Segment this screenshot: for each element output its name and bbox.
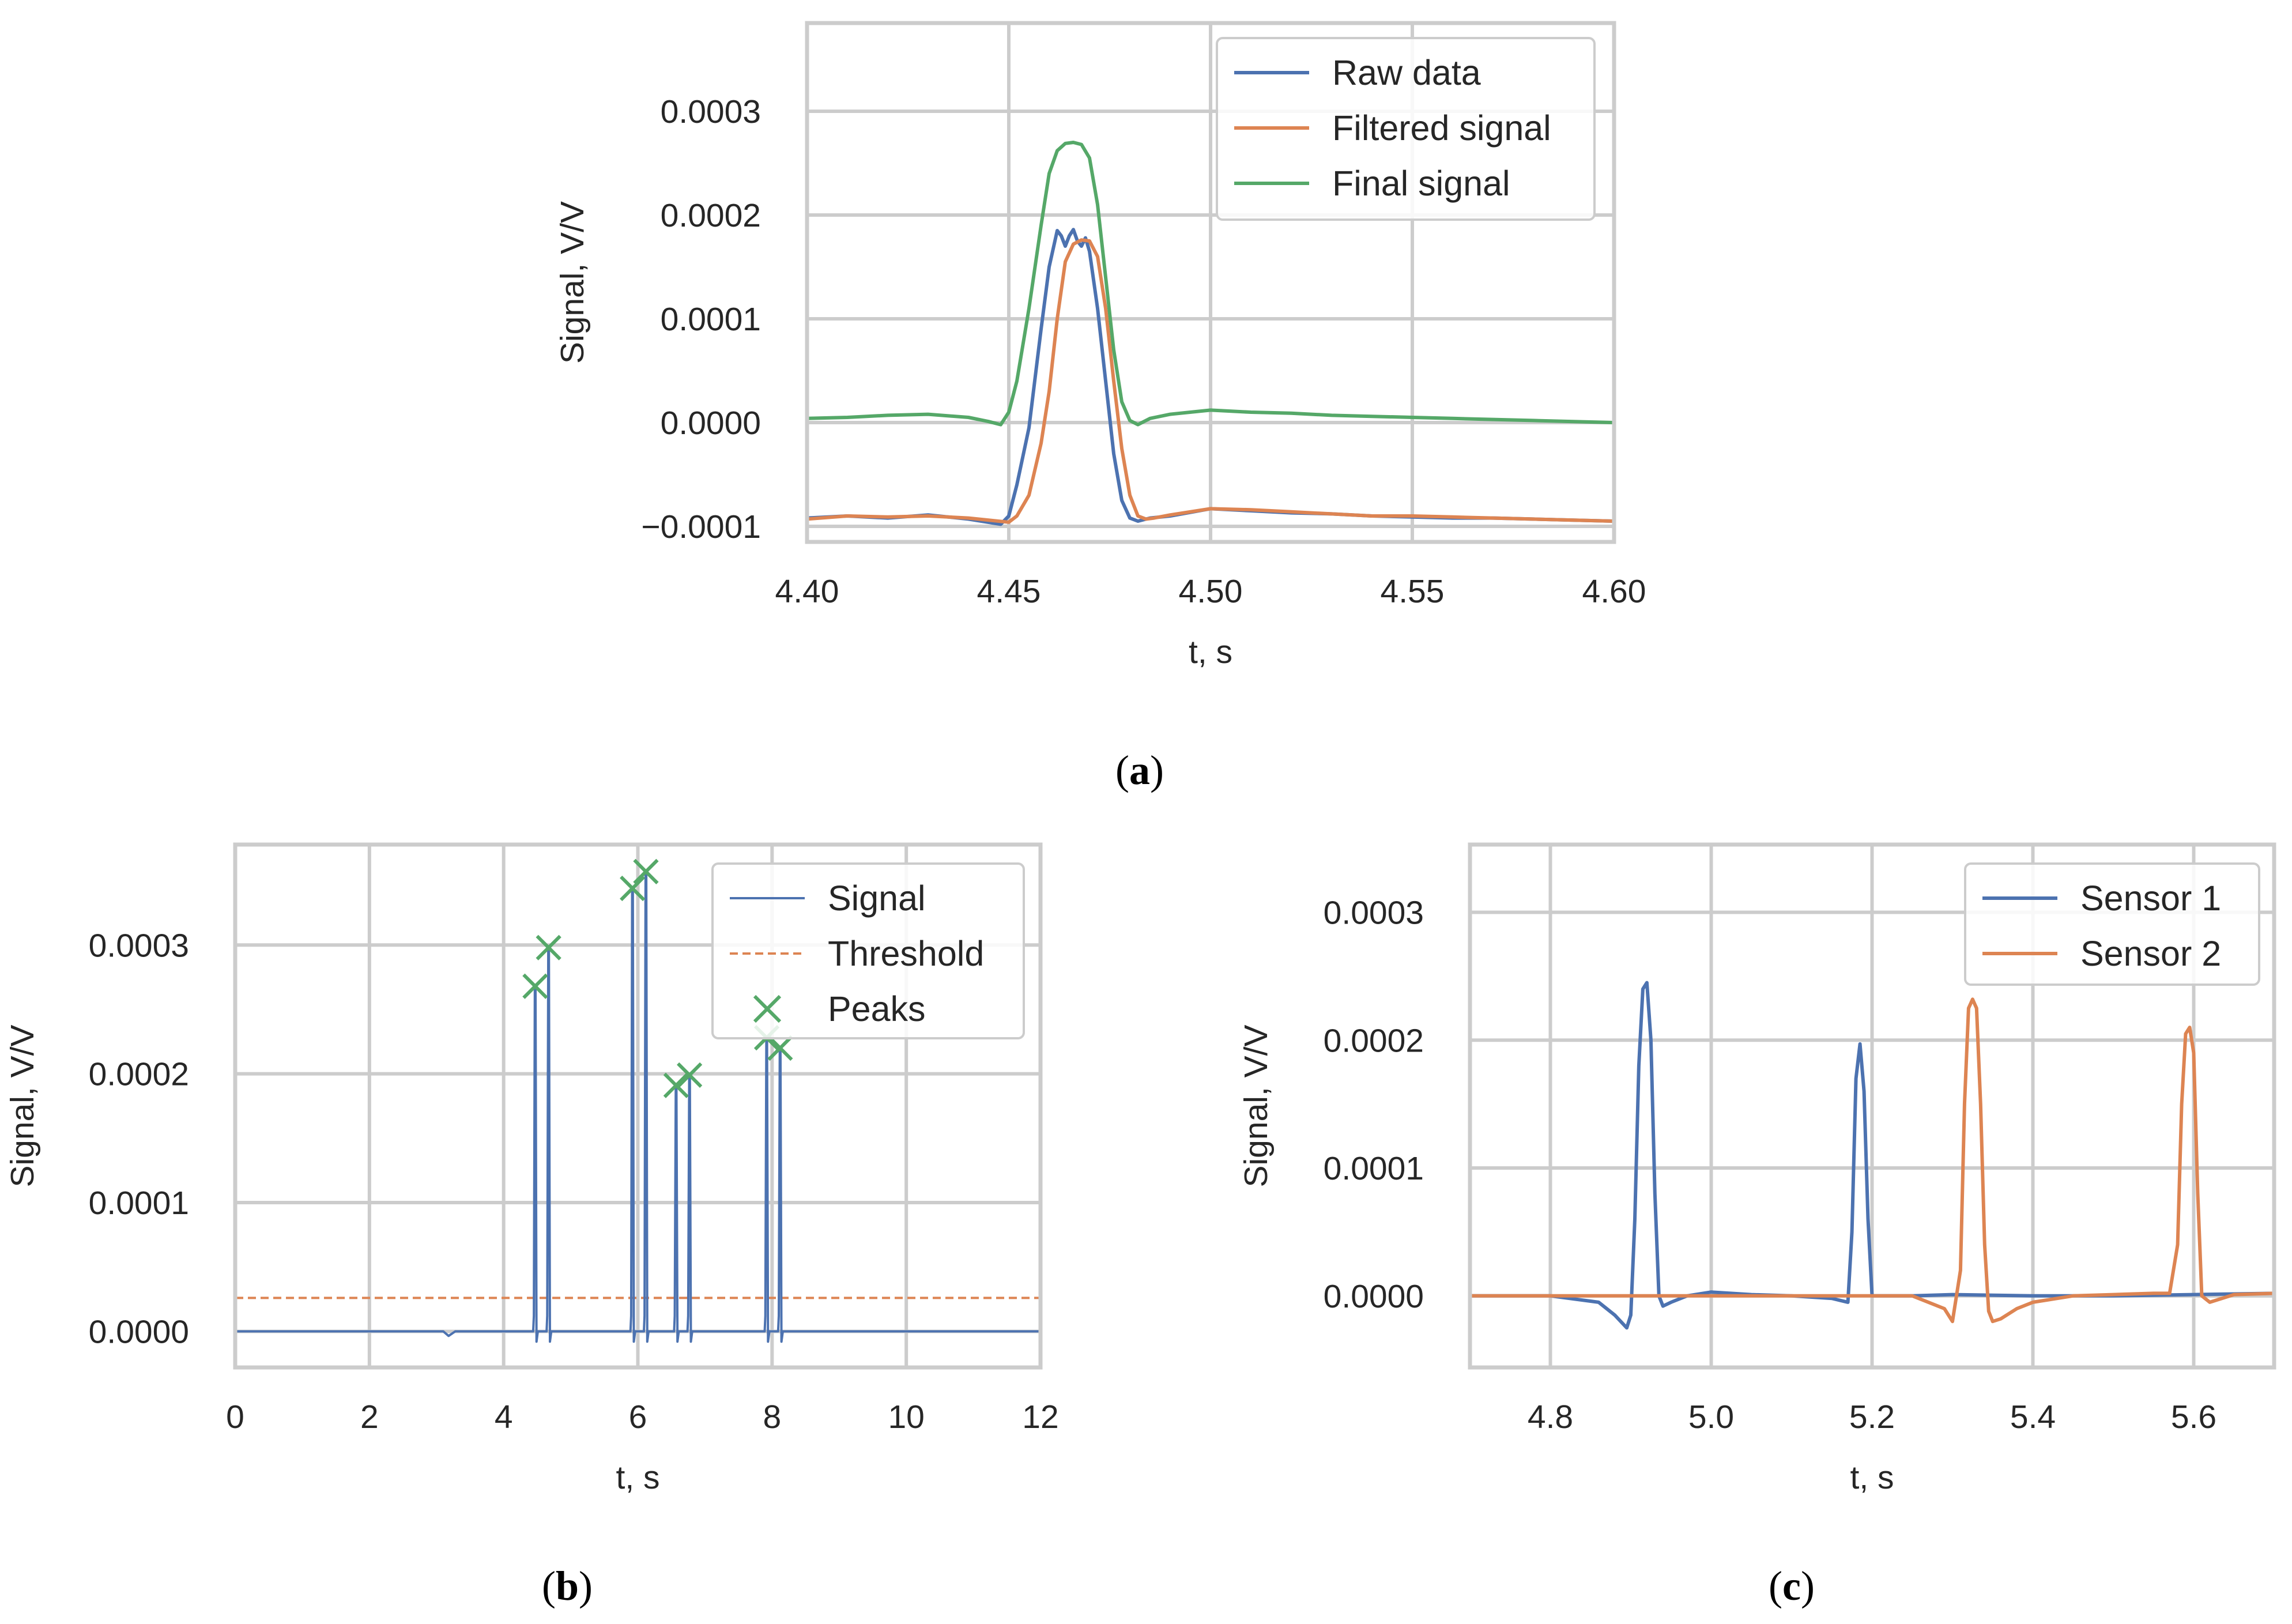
x-tick-label: 12 — [1022, 1399, 1058, 1435]
y-tick-label: 0.0002 — [1324, 1022, 1424, 1059]
x-tick-label: 5.6 — [2171, 1399, 2216, 1435]
chart-a: 4.40 4.45 4.50 4.55 4.60 −0.0001 0.0000 0.0001 0… — [554, 21, 1646, 793]
panel-caption: (c) — [1769, 1563, 1815, 1609]
x-tick-label: 5.4 — [2010, 1399, 2056, 1435]
x-tick-label: 4.50 — [1179, 573, 1243, 610]
x-tick-label: 4.8 — [1528, 1399, 1573, 1435]
chart-c: 4.8 5.0 5.2 5.4 5.6 0.0000 0.0001 0.0002 0.0003 t… — [1238, 842, 2276, 1609]
peak-marker — [620, 875, 646, 902]
x-tick-label: 5.2 — [1849, 1399, 1895, 1435]
plot-area — [235, 870, 1041, 1343]
panel-caption: (a) — [1115, 747, 1164, 793]
legend-label: Raw data — [1332, 53, 1481, 92]
y-tick-label: 0.0000 — [661, 405, 761, 442]
axes-frame — [805, 21, 1616, 544]
series-signal — [235, 870, 1041, 1343]
x-axis-label: t, s — [1850, 1459, 1894, 1496]
legend-box — [1216, 37, 1596, 221]
peak-marker — [677, 1062, 703, 1088]
legend-handle-peaks — [753, 994, 782, 1023]
x-tick-label: 5.0 — [1688, 1399, 1734, 1435]
x-tick-label: 0 — [226, 1399, 244, 1435]
legend-box — [711, 862, 1025, 1039]
y-tick-label: 0.0000 — [89, 1313, 189, 1350]
panel-caption: (b) — [542, 1563, 593, 1609]
y-tick-label: 0.0003 — [661, 93, 761, 130]
series-sensor-2 — [1470, 997, 2274, 1324]
plot-area — [1470, 981, 2274, 1330]
x-axis-label: t, s — [616, 1459, 659, 1496]
legend-label: Final signal — [1332, 164, 1510, 203]
y-axis-label: Signal, V/V — [554, 201, 591, 364]
y-tick-label: 0.0000 — [1324, 1278, 1424, 1315]
legend-label: Signal — [828, 879, 926, 918]
y-tick-label: 0.0002 — [661, 197, 761, 234]
series-final-signal — [807, 141, 1614, 427]
y-tick-label: 0.0001 — [89, 1185, 189, 1222]
x-tick-label: 4.55 — [1381, 573, 1445, 610]
legend-label: Threshold — [828, 934, 984, 973]
y-axis-label: Signal, V/V — [4, 1025, 41, 1188]
axes-frame — [1468, 842, 2276, 1370]
legend-label: Filtered signal — [1332, 108, 1551, 148]
legend: Raw data Filtered signal Final signal — [1216, 37, 1596, 221]
x-tick-label: 2 — [360, 1399, 379, 1435]
peak-marker — [663, 1072, 689, 1098]
peak-marker — [536, 935, 561, 960]
y-tick-label: 0.0001 — [1324, 1150, 1424, 1187]
y-tick-label: −0.0001 — [641, 508, 761, 545]
chart-b: 0 2 4 6 8 10 12 0.0000 0.0001 0.0002 0.0003 t, s Sig… — [4, 842, 1059, 1609]
x-tick-label: 6 — [629, 1399, 647, 1435]
peak-marker — [522, 973, 548, 999]
y-tick-label: 0.0002 — [89, 1056, 189, 1093]
peak-marker — [767, 1035, 793, 1061]
series-filtered-signal — [807, 238, 1614, 524]
axes-frame — [233, 842, 1043, 1370]
y-axis-label: Signal, V/V — [1238, 1025, 1275, 1188]
y-tick-label: 0.0003 — [1324, 895, 1424, 932]
legend: Sensor 1 Sensor 2 — [1964, 862, 2260, 986]
x-tick-label: 4.60 — [1582, 573, 1646, 610]
plot-area — [807, 141, 1614, 526]
legend-label: Peaks — [828, 989, 926, 1028]
x-tick-label: 4.45 — [977, 573, 1041, 610]
y-tick-label: 0.0003 — [89, 927, 189, 964]
x-tick-label: 4 — [495, 1399, 513, 1435]
peak-marker — [633, 858, 659, 885]
x-axis-label: t, s — [1189, 634, 1232, 670]
x-tick-label: 8 — [763, 1399, 781, 1435]
legend-label: Sensor 1 — [2080, 879, 2221, 918]
legend: Signal Threshold Peaks — [711, 862, 1025, 1039]
x-tick-label: 10 — [888, 1399, 924, 1435]
y-tick-label: 0.0001 — [661, 301, 761, 338]
x-tick-label: 4.40 — [775, 573, 839, 610]
legend-label: Sensor 2 — [2080, 934, 2221, 973]
